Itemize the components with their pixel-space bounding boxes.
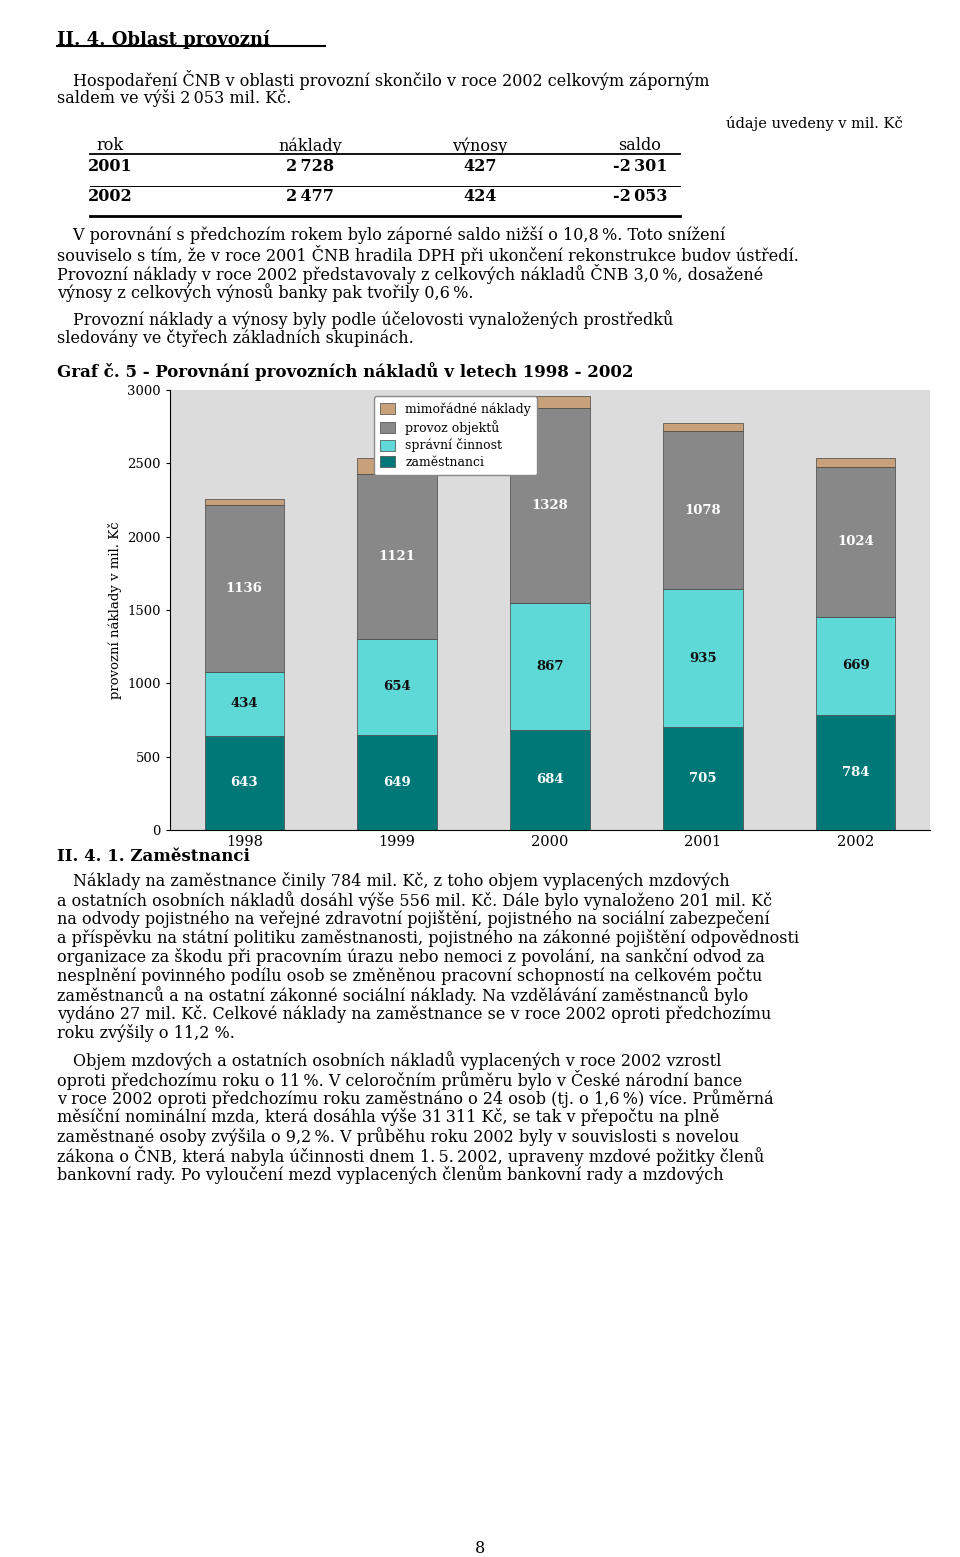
Text: 669: 669	[842, 660, 870, 673]
Text: 1024: 1024	[837, 536, 875, 548]
Bar	[511, 408, 589, 603]
Bar	[663, 727, 743, 830]
Bar	[663, 424, 743, 431]
Text: II. 4. 1. Zaměstnanci: II. 4. 1. Zaměstnanci	[57, 849, 250, 866]
Text: Provozní náklady v roce 2002 představovaly z celkových nákladů ČNB 3,0 %, dosaže: Provozní náklady v roce 2002 představova…	[57, 265, 763, 283]
Text: 649: 649	[383, 775, 411, 789]
Text: 2001: 2001	[87, 157, 132, 174]
Bar	[204, 500, 284, 506]
Text: oproti předchozímu roku o 11 %. V celoročním průměru bylo v České národní bance: oproti předchozímu roku o 11 %. V celoro…	[57, 1070, 742, 1090]
Text: Graf č. 5 - Porovnání provozních nákladů v letech 1998 - 2002: Graf č. 5 - Porovnání provozních nákladů…	[57, 361, 634, 381]
Text: výnosy: výnosy	[452, 137, 508, 154]
Text: -2 053: -2 053	[612, 188, 667, 206]
Text: saldo: saldo	[618, 137, 661, 154]
Bar	[511, 395, 589, 408]
Text: sledovány ve čtyřech základních skupinách.: sledovány ve čtyřech základních skupinác…	[57, 329, 414, 347]
Text: souviselo s tím, že v roce 2001 ČNB hradila DPH při ukončení rekonstrukce budov : souviselo s tím, že v roce 2001 ČNB hrad…	[57, 244, 799, 265]
Text: rok: rok	[96, 137, 124, 154]
Text: Provozní náklady a výnosy byly podle účelovosti vynaložených prostředků: Provozní náklady a výnosy byly podle úče…	[57, 310, 673, 329]
Bar	[663, 431, 743, 590]
Text: 1328: 1328	[532, 498, 568, 512]
Text: 654: 654	[383, 680, 411, 693]
Text: 427: 427	[464, 157, 496, 174]
Text: Náklady na zaměstnance činily 784 mil. Kč, z toho objem vyplacených mzdových: Náklady na zaměstnance činily 784 mil. K…	[57, 872, 730, 891]
Text: 643: 643	[230, 777, 258, 789]
Bar	[204, 506, 284, 673]
Text: zaměstnané osoby zvýšila o 9,2 %. V průběhu roku 2002 byly v souvislosti s novel: zaměstnané osoby zvýšila o 9,2 %. V průb…	[57, 1127, 739, 1146]
Text: 2002: 2002	[87, 188, 132, 206]
Bar	[816, 467, 896, 617]
Legend: mimořádné náklady, provoz objektů, správní činnost, zaměstnanci: mimořádné náklady, provoz objektů, správ…	[373, 395, 538, 475]
Text: saldem ve výši 2 053 mil. Kč.: saldem ve výši 2 053 mil. Kč.	[57, 89, 292, 107]
Text: na odvody pojistného na veřejné zdravotní pojištění, pojistného na sociální zabe: na odvody pojistného na veřejné zdravotn…	[57, 909, 770, 928]
Text: 8: 8	[475, 1540, 485, 1557]
Text: a ostatních osobních nákladů dosáhl výše 556 mil. Kč. Dále bylo vynaloženo 201 m: a ostatních osobních nákladů dosáhl výše…	[57, 891, 772, 909]
Text: bankovní rady. Po vyloučení mezd vyplacených členům bankovní rady a mzdových: bankovní rady. Po vyloučení mezd vyplace…	[57, 1165, 724, 1183]
Bar	[816, 458, 896, 467]
Bar	[204, 673, 284, 736]
Text: 1078: 1078	[684, 504, 721, 517]
Text: roku zvýšily o 11,2 %.: roku zvýšily o 11,2 %.	[57, 1025, 235, 1042]
Text: organizace za škodu při pracovním úrazu nebo nemoci z povolání, na sankční odvod: organizace za škodu při pracovním úrazu …	[57, 948, 765, 965]
Text: výnosy z celkových výnosů banky pak tvořily 0,6 %.: výnosy z celkových výnosů banky pak tvoř…	[57, 283, 473, 302]
Text: 784: 784	[842, 766, 870, 778]
Text: v roce 2002 oproti předchozímu roku zaměstnáno o 24 osob (tj. o 1,6 %) více. Prů: v roce 2002 oproti předchozímu roku zamě…	[57, 1088, 774, 1109]
Text: 434: 434	[230, 698, 258, 710]
Bar	[357, 475, 437, 638]
Bar	[511, 730, 589, 830]
Bar	[357, 735, 437, 830]
Bar	[511, 603, 589, 730]
Text: zaměstnanců a na ostatní zákonné sociální náklady. Na vzdělávání zaměstnanců byl: zaměstnanců a na ostatní zákonné sociáln…	[57, 986, 748, 1004]
Bar	[357, 458, 437, 475]
Text: vydáno 27 mil. Kč. Celkové náklady na zaměstnance se v roce 2002 oproti předchoz: vydáno 27 mil. Kč. Celkové náklady na za…	[57, 1004, 772, 1023]
Bar	[357, 638, 437, 735]
Text: II. 4. Oblast provozní: II. 4. Oblast provozní	[57, 30, 270, 48]
Text: zákona o ČNB, která nabyla účinnosti dnem 1. 5. 2002, upraveny mzdové požitky čl: zákona o ČNB, která nabyla účinnosti dne…	[57, 1146, 764, 1166]
Text: 867: 867	[537, 660, 564, 673]
Text: 935: 935	[689, 651, 717, 665]
Text: údaje uvedeny v mil. Kč: údaje uvedeny v mil. Kč	[727, 117, 903, 131]
Text: 684: 684	[537, 774, 564, 786]
Text: -2 301: -2 301	[612, 157, 667, 174]
Bar	[816, 617, 896, 715]
Bar	[204, 736, 284, 830]
Text: 1121: 1121	[378, 550, 416, 564]
Text: a příspěvku na státní politiku zaměstnanosti, pojistného na zákonné pojištění od: a příspěvku na státní politiku zaměstnan…	[57, 930, 799, 947]
Text: 705: 705	[689, 772, 716, 785]
Text: 424: 424	[464, 188, 496, 206]
Bar	[663, 590, 743, 727]
Text: V porovnání s předchozím rokem bylo záporné saldo nižší o 10,8 %. Toto snížení: V porovnání s předchozím rokem bylo zápo…	[57, 226, 725, 244]
Text: 2 728: 2 728	[286, 157, 334, 174]
Text: nesplnění povinného podílu osob se změněnou pracovní schopností na celkovém počt: nesplnění povinného podílu osob se změně…	[57, 967, 762, 986]
Text: 1136: 1136	[226, 582, 263, 595]
Text: 2 477: 2 477	[286, 188, 334, 206]
Y-axis label: provozní náklady v mil. Kč: provozní náklady v mil. Kč	[108, 522, 122, 699]
Text: Hospodaření ČNB v oblasti provozní skončilo v roce 2002 celkovým záporným: Hospodaření ČNB v oblasti provozní skonč…	[57, 70, 709, 90]
Text: Objem mzdových a ostatních osobních nákladů vyplacených v roce 2002 vzrostl: Objem mzdových a ostatních osobních nákl…	[57, 1051, 721, 1070]
Bar	[816, 715, 896, 830]
Text: měsíční nominální mzda, která dosáhla výše 31 311 Kč, se tak v přepočtu na plně: měsíční nominální mzda, která dosáhla vý…	[57, 1109, 719, 1126]
Text: náklady: náklady	[278, 137, 342, 154]
